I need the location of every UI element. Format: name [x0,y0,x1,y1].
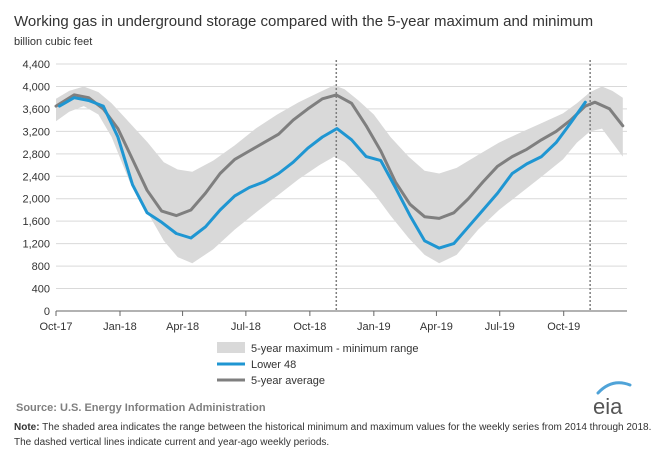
y-tick-label: 3,600 [22,104,50,116]
series-line-lower48 [58,96,587,250]
x-tick-label: Jul-19 [485,321,515,333]
y-tick-label: 800 [32,261,50,273]
legend: 5-year maximum - minimum range Lower 48 … [217,342,418,387]
x-tick-label: Oct-18 [293,321,326,333]
legend-label-avg: 5-year average [251,375,325,387]
y-tick-labels: 0 400 800 1,200 1,600 2,000 2,400 2,800 3,200 3,6… [22,59,50,318]
x-tick-label: Jan-19 [357,321,391,333]
chart-title: Working gas in underground storage compa… [14,13,593,30]
y-tick-label: 2,400 [22,171,50,183]
x-tick-label: Apr-19 [420,321,453,333]
y-tick-label: 1,200 [22,239,50,251]
y-tick-label: 1,600 [22,216,50,228]
y-tick-label: 3,200 [22,126,50,138]
y-tick-label: 4,400 [22,59,50,71]
note: Note: The shaded area indicates the rang… [14,420,654,450]
x-tick-label: Oct-19 [547,321,580,333]
x-tick-label: Jul-18 [231,321,261,333]
legend-label-lower48: Lower 48 [251,359,296,371]
range-band [56,85,623,264]
legend-label-band: 5-year maximum - minimum range [251,343,418,355]
eia-logo-text: eia [593,394,623,419]
y-tick-label: 0 [44,306,50,318]
series-line-5yr-average [54,93,625,220]
range-band-area [56,85,623,264]
x-tick-label: Oct-17 [39,321,72,333]
y-axis-label: billion cubic feet [14,36,92,48]
x-tick-labels: Oct-17 Jan-18 Apr-18 Jul-18 Oct-18 Jan-19 Apr-… [39,311,580,333]
eia-logo: eia [593,381,632,419]
y-tick-label: 2,000 [22,194,50,206]
x-tick-label: Apr-18 [166,321,199,333]
source-text: Source: U.S. Energy Information Administ… [16,402,266,414]
legend-swatch-band [217,342,245,353]
reference-lines [335,60,591,311]
eia-logo-arc-icon [596,381,632,395]
note-text: The shaded area indicates the range betw… [14,422,652,448]
series-lines [54,93,625,250]
y-tick-label: 400 [32,284,50,296]
x-tick-label: Jan-18 [103,321,137,333]
y-tick-label: 4,000 [22,81,50,93]
y-tick-label: 2,800 [22,149,50,161]
note-label: Note: [14,422,40,433]
